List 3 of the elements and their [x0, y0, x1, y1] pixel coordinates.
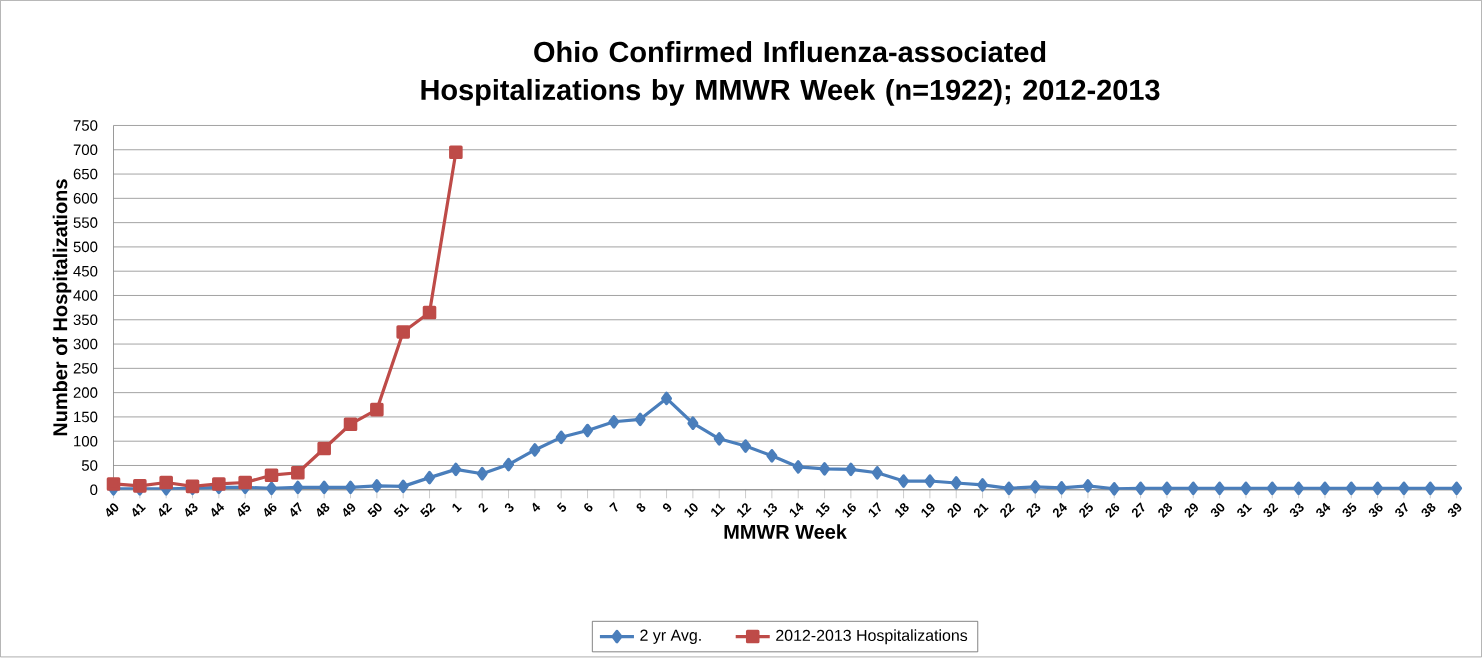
chart-title: Ohio Confirmed Influenza-associated Hospitalizations by MMWR Week (n=1922); 2012-2013: [421, 41, 1160, 107]
y-axis-title: Number of Hospitalizations: [52, 179, 72, 436]
x-axis-title: MMWR Week: [724, 524, 847, 540]
